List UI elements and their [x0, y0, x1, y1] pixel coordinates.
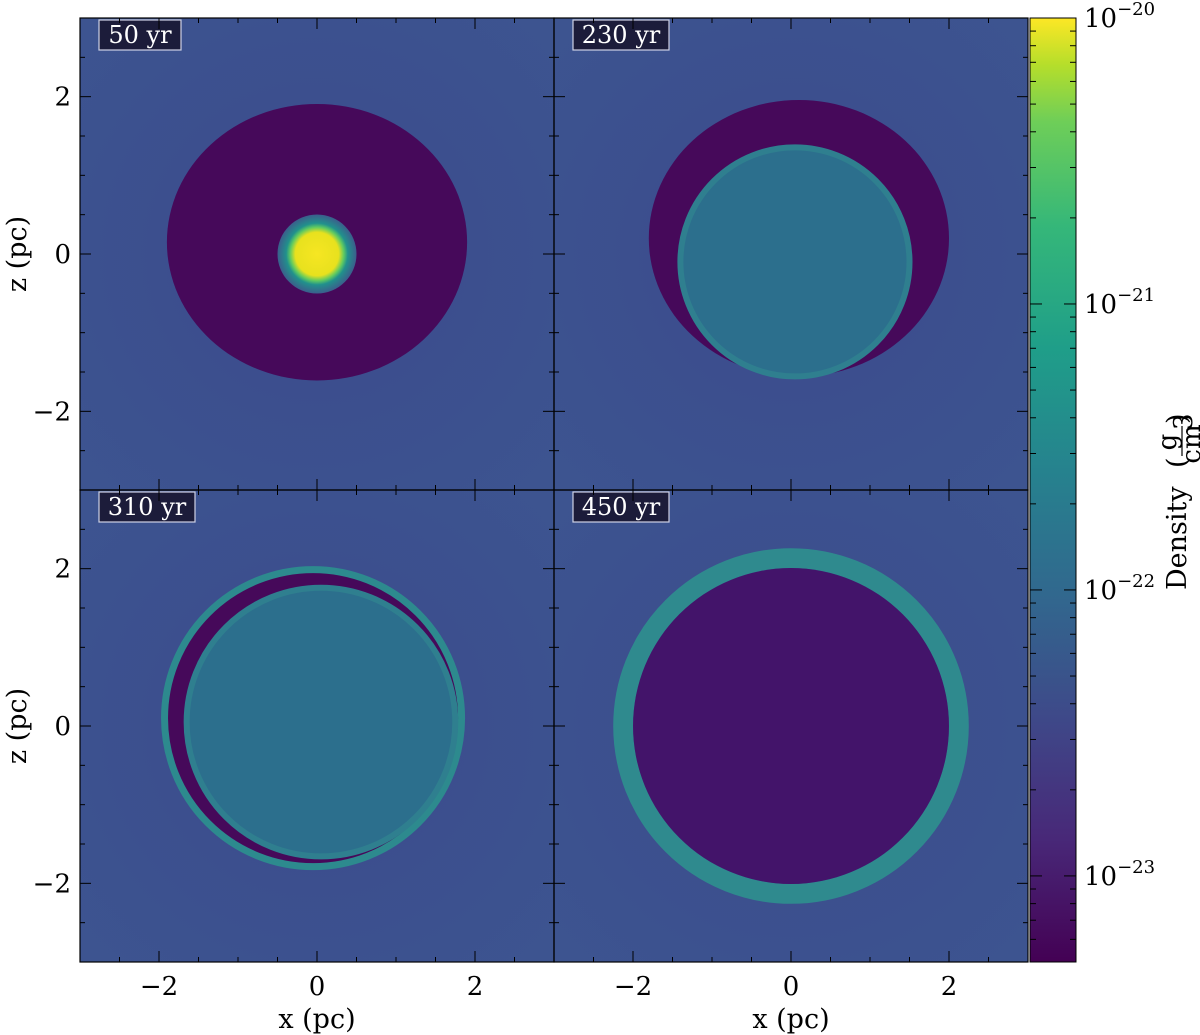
unit-denominator-exponent: 3: [1169, 413, 1199, 430]
panel-1: [80, 18, 554, 490]
x-axis-label: x (pc): [278, 1004, 355, 1035]
x-tick-label: 0: [309, 972, 326, 1002]
colorbar-tick-label: 10−23: [1084, 857, 1155, 892]
y-tick-label: −2: [33, 869, 71, 899]
axes-group: −2 0 2 z (pc) −2 0 2 z (pc) −2 0 2 x (pc) −2 0 2 x (pc): [2, 17, 1029, 1035]
y-tick-label: 2: [54, 555, 71, 585]
time-badge-2: [572, 19, 670, 51]
x-tick-label: 2: [941, 972, 958, 1002]
time-badges: 50 yr 230 yr 310 yr 450 yr: [98, 19, 670, 523]
time-badge-3: [98, 491, 196, 523]
hot-interior: [633, 568, 949, 884]
y-tick-label: −2: [33, 397, 71, 427]
colorbar-tick-label: 10−21: [1084, 285, 1155, 320]
time-label-4: 450 yr: [582, 493, 661, 521]
y-tick-label: 2: [54, 83, 71, 113]
x-tick-label: 2: [467, 972, 484, 1002]
dense-core: [277, 214, 357, 294]
y-axis-label: z (pc): [2, 688, 33, 764]
shock-shell: [613, 548, 969, 904]
time-label-3: 310 yr: [108, 493, 187, 521]
time-badge-4: [572, 491, 670, 523]
time-badge-1: [98, 19, 182, 51]
y-tick-label: 0: [54, 240, 71, 270]
unit-close-paren: ): [1162, 413, 1193, 424]
unit-numerator: g: [1153, 434, 1183, 451]
colorbar-tick-label: 10−20: [1084, 0, 1155, 34]
ejecta-region: [677, 144, 913, 380]
ejecta-region: [183, 584, 459, 860]
colorbar-label-text: Density: [1162, 486, 1193, 590]
x-tick-label: 0: [783, 972, 800, 1002]
x-tick-label: −2: [140, 972, 178, 1002]
y-axis-label: z (pc): [2, 216, 33, 292]
time-label-1: 50 yr: [108, 21, 172, 49]
panel-2: [554, 18, 1028, 490]
panel-3: [80, 490, 554, 962]
time-label-2: 230 yr: [582, 21, 661, 49]
x-axis-label: x (pc): [752, 1004, 829, 1035]
panel-4: [554, 490, 1028, 962]
colorbar-tick-label: 10−22: [1084, 571, 1155, 606]
colorbar-gradient: [1029, 17, 1077, 963]
unit-denominator: cm: [1177, 424, 1200, 463]
x-tick-label: −2: [614, 972, 652, 1002]
panels-group: [80, 18, 1028, 962]
unit-open-paren: (: [1162, 457, 1193, 468]
y-tick-label: 0: [54, 712, 71, 742]
